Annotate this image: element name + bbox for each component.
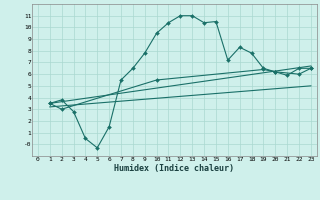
X-axis label: Humidex (Indice chaleur): Humidex (Indice chaleur) (115, 164, 234, 173)
